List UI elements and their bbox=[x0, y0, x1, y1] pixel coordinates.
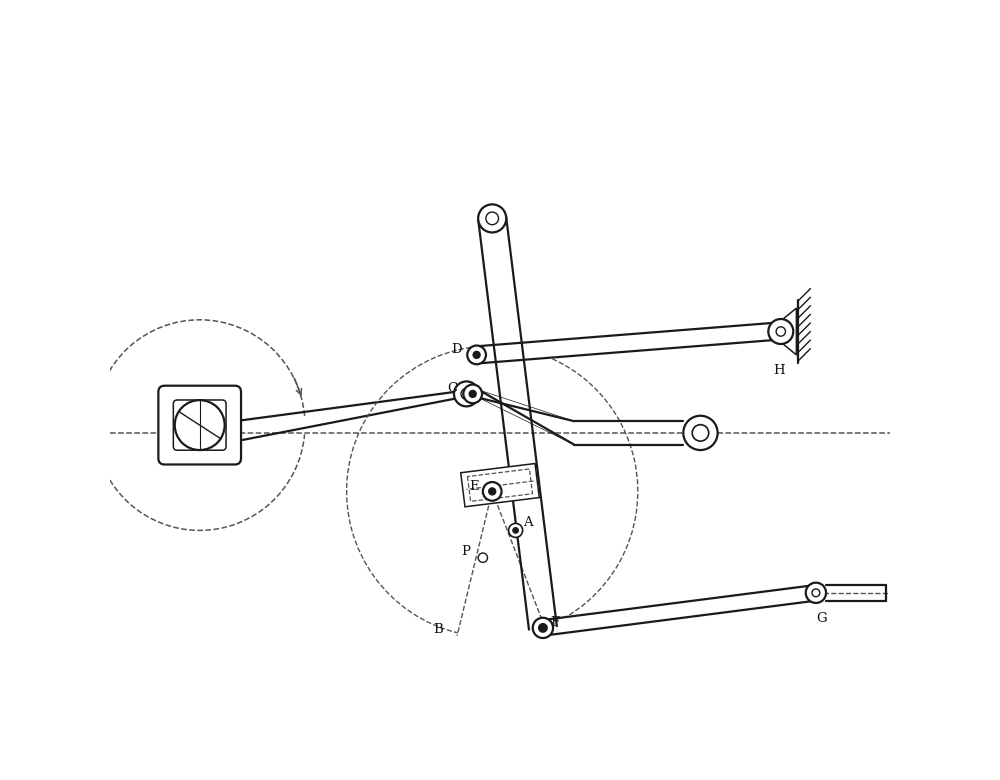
FancyBboxPatch shape bbox=[158, 385, 241, 464]
Circle shape bbox=[470, 391, 476, 397]
Circle shape bbox=[463, 385, 482, 403]
Circle shape bbox=[513, 528, 518, 533]
Circle shape bbox=[509, 523, 523, 537]
Circle shape bbox=[473, 352, 480, 358]
Text: C: C bbox=[447, 381, 457, 395]
Polygon shape bbox=[476, 323, 774, 363]
Text: B: B bbox=[434, 623, 443, 636]
Circle shape bbox=[467, 346, 486, 364]
Circle shape bbox=[454, 381, 479, 406]
Circle shape bbox=[776, 327, 785, 336]
Text: F: F bbox=[551, 616, 560, 629]
Circle shape bbox=[683, 416, 718, 450]
Text: H: H bbox=[773, 364, 785, 378]
Polygon shape bbox=[461, 463, 539, 507]
FancyBboxPatch shape bbox=[173, 400, 226, 450]
Text: P: P bbox=[461, 544, 470, 558]
Polygon shape bbox=[773, 308, 796, 355]
Circle shape bbox=[533, 618, 553, 638]
Text: A: A bbox=[523, 516, 533, 530]
Text: E: E bbox=[469, 480, 478, 493]
Circle shape bbox=[175, 400, 225, 450]
Circle shape bbox=[539, 624, 547, 632]
Circle shape bbox=[768, 319, 793, 344]
Polygon shape bbox=[542, 585, 817, 636]
Circle shape bbox=[486, 212, 499, 225]
Circle shape bbox=[461, 388, 472, 399]
Circle shape bbox=[812, 589, 820, 597]
Circle shape bbox=[489, 488, 495, 495]
Circle shape bbox=[478, 553, 488, 562]
Circle shape bbox=[692, 424, 709, 441]
Circle shape bbox=[483, 482, 502, 501]
Circle shape bbox=[478, 204, 506, 232]
Text: D: D bbox=[451, 342, 461, 356]
Circle shape bbox=[806, 583, 826, 603]
Text: G: G bbox=[817, 612, 827, 626]
